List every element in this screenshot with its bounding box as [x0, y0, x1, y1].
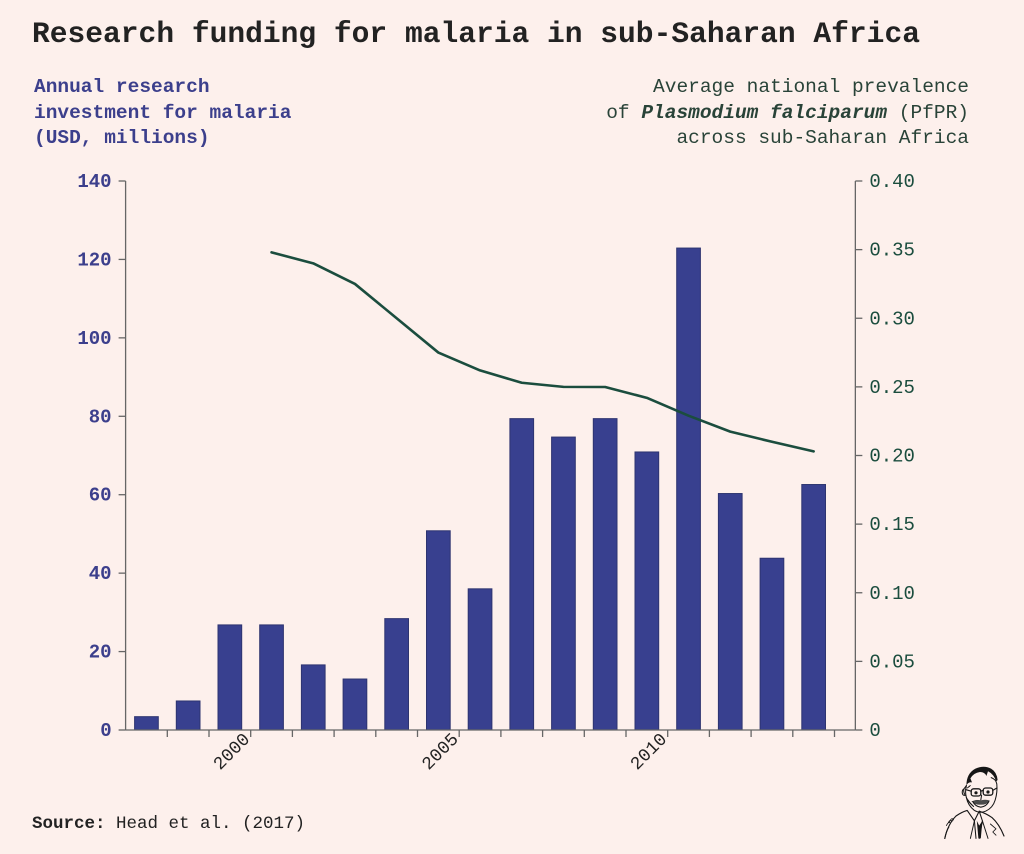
svg-text:120: 120 — [77, 249, 111, 271]
svg-text:0.05: 0.05 — [869, 651, 915, 673]
svg-text:60: 60 — [89, 485, 112, 507]
svg-text:0.10: 0.10 — [869, 583, 915, 605]
svg-text:2000: 2000 — [210, 730, 255, 775]
svg-text:0.40: 0.40 — [869, 171, 915, 193]
svg-text:100: 100 — [77, 328, 111, 350]
svg-text:2005: 2005 — [419, 730, 464, 775]
svg-text:0: 0 — [100, 720, 111, 742]
svg-text:0.30: 0.30 — [869, 308, 915, 330]
svg-text:20: 20 — [89, 642, 112, 664]
svg-text:2010: 2010 — [627, 730, 672, 775]
svg-text:80: 80 — [89, 406, 112, 428]
svg-text:40: 40 — [89, 563, 112, 585]
svg-text:0.15: 0.15 — [869, 514, 915, 536]
svg-text:0.20: 0.20 — [869, 446, 915, 468]
svg-text:140: 140 — [77, 171, 111, 193]
svg-text:0.35: 0.35 — [869, 240, 915, 262]
svg-text:0: 0 — [869, 720, 880, 742]
svg-text:0.25: 0.25 — [869, 377, 915, 399]
